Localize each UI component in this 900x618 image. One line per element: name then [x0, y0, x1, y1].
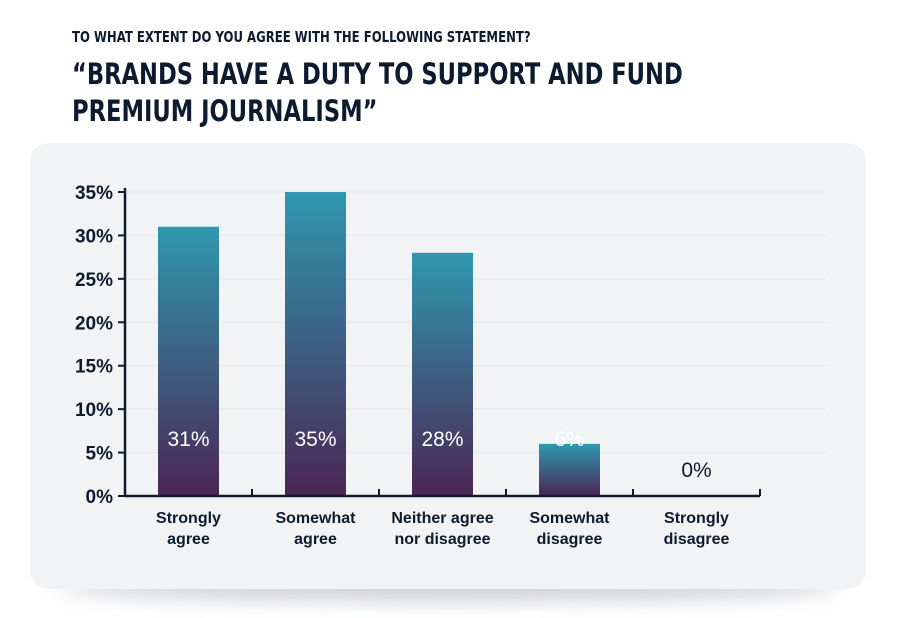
bar: [412, 252, 473, 496]
x-tick-label: agree: [294, 531, 337, 548]
y-tick-label: 30%: [75, 226, 113, 247]
x-tick-label: nor disagree: [394, 531, 490, 548]
bar: [158, 226, 219, 496]
x-tick-label: agree: [167, 531, 210, 548]
grid-lines: [125, 191, 826, 454]
bars: [158, 192, 600, 496]
axes: [118, 188, 761, 498]
x-tick-label: Neither agree: [391, 510, 493, 527]
x-tick-label: Somewhat: [529, 510, 610, 527]
y-tick-label: 20%: [75, 313, 113, 334]
x-tick-label: Somewhat: [275, 510, 356, 527]
x-tick-label: Strongly: [664, 510, 729, 527]
y-tick-label: 25%: [75, 270, 113, 291]
y-tick-label: 5%: [86, 444, 114, 465]
y-tick-label: 35%: [75, 183, 113, 204]
chart-kicker: TO WHAT EXTENT DO YOU AGREE WITH THE FOL…: [72, 28, 531, 46]
chart-headline: “BRANDS HAVE A DUTY TO SUPPORT AND FUND …: [72, 56, 683, 130]
headline-line-1: “BRANDS HAVE A DUTY TO SUPPORT AND FUND: [72, 57, 683, 91]
y-tick-label: 15%: [75, 357, 113, 378]
y-tick-label: 0%: [86, 487, 114, 508]
bar-value-label: 35%: [294, 428, 336, 451]
labels: 0% 5% 10% 15% 20% 25% 30% 35% 31% Strongly agree 35…: [75, 183, 730, 548]
headline-line-2: PREMIUM JOURNALISM”: [72, 94, 378, 128]
x-tick-label: disagree: [537, 531, 603, 548]
bar: [539, 443, 600, 496]
x-tick-label: Strongly: [156, 510, 221, 527]
bar: [285, 192, 346, 496]
y-tick-label: 10%: [75, 400, 113, 421]
x-tick-label: disagree: [664, 531, 730, 548]
bar-value-label: 6%: [554, 428, 584, 451]
bar-value-label: 0%: [681, 459, 711, 482]
bar-value-label: 28%: [421, 428, 463, 451]
bar-value-label: 31%: [167, 428, 209, 451]
